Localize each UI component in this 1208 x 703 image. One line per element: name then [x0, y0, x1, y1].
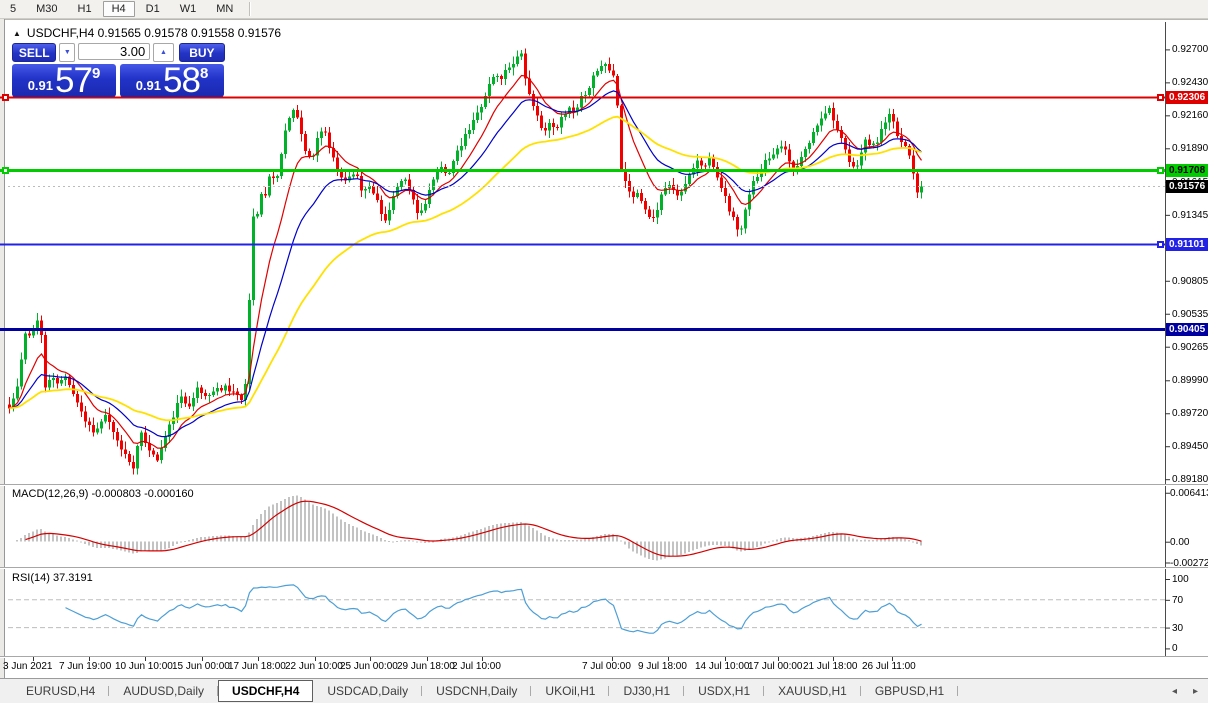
- rsi-tick-label: 0: [1172, 643, 1178, 655]
- timeframe-button-w1[interactable]: W1: [179, 3, 197, 15]
- sell-price-prefix: 0.91: [27, 78, 54, 93]
- tab-scroll-controls: ◂ ▸: [1172, 686, 1198, 697]
- chevron-up-icon: ▲: [160, 49, 167, 56]
- time-axis-label: 9 Jul 18:00: [638, 661, 687, 672]
- rsi-tick-label: 70: [1172, 594, 1184, 606]
- price-tick-label: 0.89180: [1172, 474, 1208, 486]
- collapse-icon[interactable]: ▲: [13, 28, 21, 38]
- time-axis-label: 14 Jul 10:00: [695, 661, 750, 672]
- macd-indicator-label: MACD(12,26,9) -0.000803 -0.000160: [12, 488, 194, 500]
- line-handle[interactable]: [1157, 167, 1164, 175]
- time-axis-label: 29 Jun 18:00: [397, 661, 455, 672]
- time-axis-label: 3 Jun 2021: [3, 661, 53, 672]
- chart-ohlc-title: USDCHF,H4 0.91565 0.91578 0.91558 0.9157…: [26, 26, 282, 40]
- time-axis-label: 26 Jul 11:00: [862, 661, 916, 672]
- time-axis-label: 17 Jul 00:00: [748, 661, 803, 672]
- timeframe-button-h1[interactable]: H1: [77, 3, 92, 15]
- candlestick-series: [8, 48, 923, 475]
- level-price-label: 0.91101: [1166, 238, 1208, 252]
- sell-price-display[interactable]: 0.91 57 9: [12, 64, 116, 97]
- horizontal-level-lines: [0, 96, 1165, 332]
- price-tick-label: 0.92700: [1172, 44, 1208, 56]
- level-price-label: 0.91708: [1166, 164, 1208, 178]
- price-tick-label: 0.90535: [1172, 308, 1208, 320]
- price-tick-label: 0.92430: [1172, 77, 1208, 89]
- tab-scroll-right-icon[interactable]: ▸: [1192, 685, 1198, 697]
- price-tick-label: 0.89990: [1172, 375, 1208, 387]
- sell-price-pipette: 9: [91, 65, 101, 82]
- time-axis-label: 21 Jul 18:00: [803, 661, 858, 672]
- buy-button[interactable]: BUY: [178, 43, 226, 62]
- tab-audusd-daily[interactable]: AUDUSD,Daily: [109, 680, 218, 702]
- chart-tabs: EURUSD,H4 AUDUSD,Daily USDCHF,H4 USDCAD,Dai…: [0, 679, 959, 703]
- timeframe-button-5[interactable]: 5: [10, 3, 17, 15]
- timeframe-button-d1[interactable]: D1: [145, 3, 160, 15]
- tab-scroll-left-icon[interactable]: ◂: [1171, 685, 1177, 697]
- rsi-tick-label: 100: [1172, 574, 1189, 585]
- macd-tick-label: 0.006413: [1170, 487, 1208, 499]
- price-tick-label: 0.90805: [1172, 275, 1208, 287]
- volume-decrease-button[interactable]: ▼: [59, 43, 76, 62]
- price-tick-label: 0.91345: [1172, 209, 1208, 221]
- line-handle[interactable]: [1157, 241, 1164, 249]
- time-axis-label: 10 Jun 10:00: [115, 661, 173, 672]
- time-axis-label: 7 Jul 00:00: [582, 661, 631, 672]
- macd-tick-label: 0.00: [1170, 536, 1190, 548]
- macd-tick-label: -0.002726: [1170, 557, 1208, 569]
- level-price-label: 0.92306: [1166, 91, 1208, 104]
- tab-usdx-h1[interactable]: USDX,H1: [684, 680, 765, 702]
- time-axis-label: 22 Jun 10:00: [285, 661, 343, 672]
- timeframe-button-h4[interactable]: H4: [102, 1, 135, 17]
- price-tick-label: 0.90265: [1172, 341, 1208, 353]
- volume-increase-button[interactable]: ▲: [153, 43, 174, 62]
- rsi-tick-label: 30: [1172, 622, 1184, 634]
- price-tick-label: 0.89720: [1172, 408, 1208, 420]
- toolbar-separator: [249, 2, 252, 16]
- timeframe-button-mn[interactable]: MN: [216, 3, 234, 15]
- price-tick-label: 0.89450: [1172, 441, 1208, 453]
- current-price-label: 0.91576: [1166, 180, 1208, 194]
- chart-title-bar: ▲ USDCHF,H4 0.91565 0.91578 0.91558 0.91…: [13, 26, 281, 40]
- buy-price-display[interactable]: 0.91 58 8: [120, 64, 224, 97]
- line-handle[interactable]: [2, 94, 9, 101]
- one-click-trading-panel: SELL ▼ ▲ BUY 0.91 57 9 0.91 58 8: [12, 43, 226, 97]
- chevron-down-icon: ▼: [63, 49, 71, 56]
- time-axis-label: 2 Jul 10:00: [452, 661, 501, 672]
- line-handle[interactable]: [1157, 94, 1164, 101]
- timeframe-button-m30[interactable]: M30: [36, 3, 58, 15]
- buy-price-pipette: 8: [199, 65, 209, 82]
- rsi-indicator-label: RSI(14) 37.3191: [12, 572, 93, 584]
- chart-window-left-edge: [0, 19, 5, 678]
- tab-dj30-h1[interactable]: DJ30,H1: [609, 680, 684, 702]
- level-price-label: 0.90405: [1166, 323, 1208, 337]
- tab-ukoil-h1[interactable]: UKOil,H1: [531, 680, 610, 702]
- time-axis-label: 7 Jun 19:00: [59, 661, 112, 672]
- buy-price-prefix: 0.91: [135, 78, 162, 93]
- time-axis-label: 17 Jun 18:00: [228, 661, 286, 672]
- sell-price-big-digits: 57: [55, 64, 93, 97]
- price-tick-label: 0.91890: [1172, 143, 1208, 155]
- time-axis-label: 25 Jun 00:00: [340, 661, 398, 672]
- tab-xauusd-h1[interactable]: XAUUSD,H1: [764, 680, 861, 702]
- ma-line-21: [9, 90, 922, 438]
- tab-gbpusd-h1[interactable]: GBPUSD,H1: [861, 680, 959, 702]
- rsi-line: [65, 584, 922, 634]
- tab-usdcnh-daily[interactable]: USDCNH,Daily: [422, 680, 532, 702]
- volume-input[interactable]: [78, 43, 151, 60]
- tab-usdchf-h4[interactable]: USDCHF,H4: [218, 680, 314, 702]
- sell-button[interactable]: SELL: [12, 43, 57, 62]
- tab-eurusd-h4[interactable]: EURUSD,H4: [12, 680, 110, 702]
- time-axis-label: 15 Jun 00:00: [172, 661, 230, 672]
- line-handle[interactable]: [2, 167, 9, 175]
- buy-price-big-digits: 58: [163, 64, 201, 97]
- timeframe-toolbar: 5 M30 H1 H4 D1 W1 MN: [0, 0, 1208, 19]
- ma-line-10: [9, 74, 922, 449]
- macd-signal-line: [25, 500, 922, 557]
- tab-usdcad-daily[interactable]: USDCAD,Daily: [313, 680, 422, 702]
- price-tick-label: 0.92160: [1172, 110, 1208, 122]
- chart-tab-bar: EURUSD,H4 AUDUSD,Daily USDCHF,H4 USDCAD,Dai…: [0, 678, 1208, 703]
